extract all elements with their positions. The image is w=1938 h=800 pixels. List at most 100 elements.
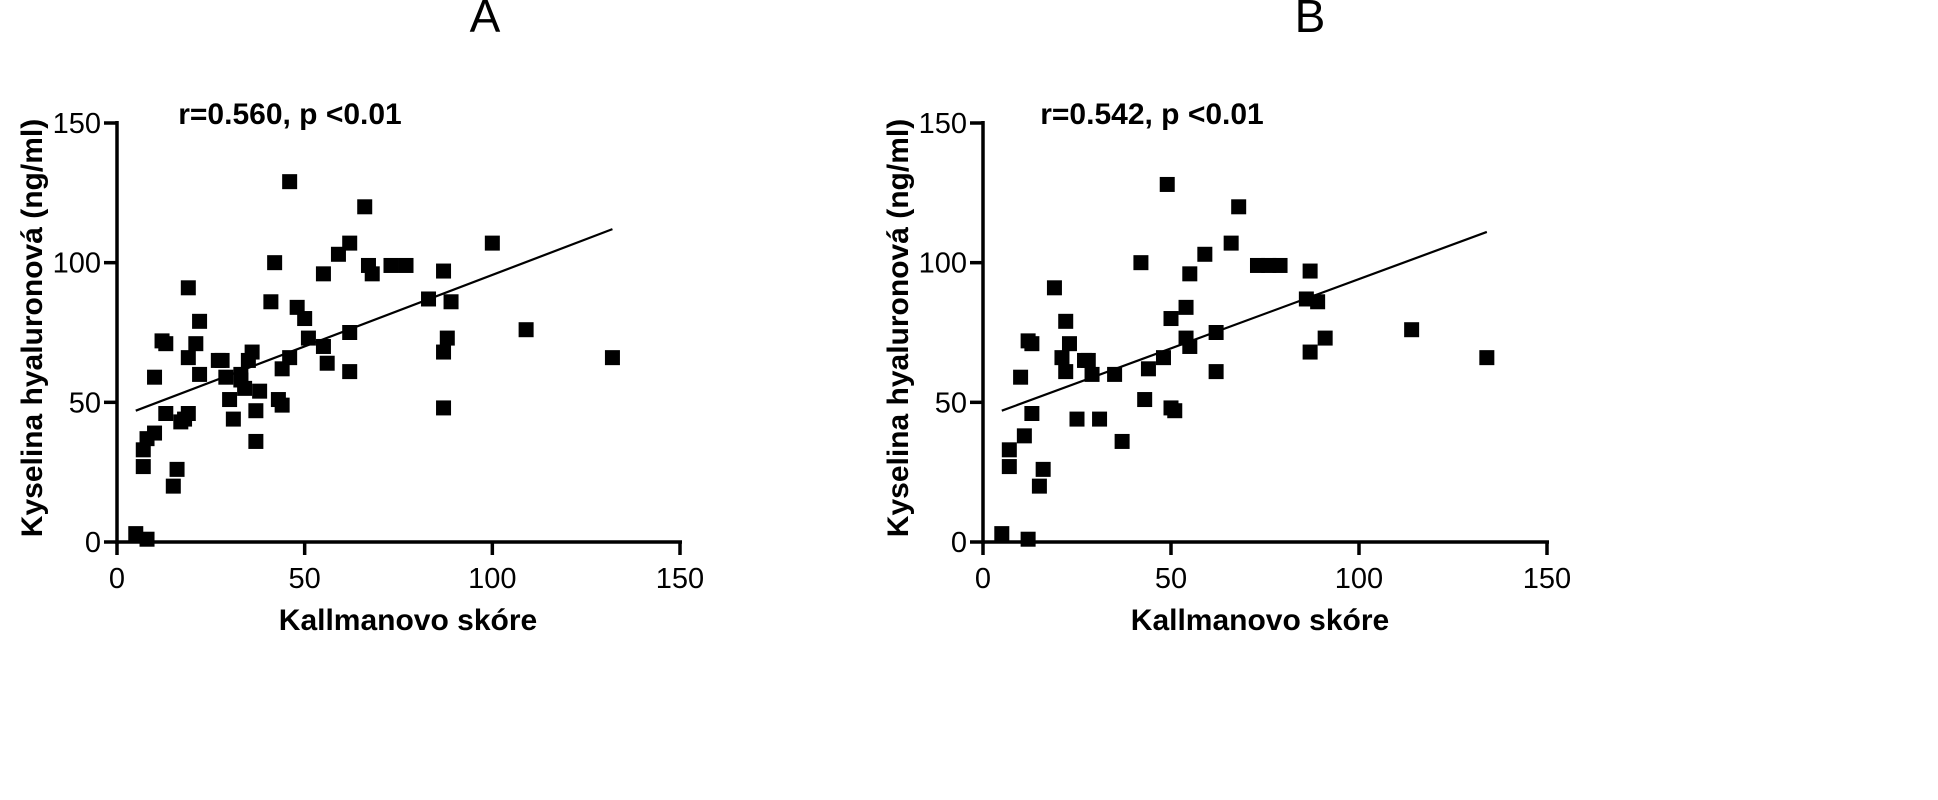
y-tick-label-a-100: 100 <box>53 248 101 280</box>
data-point-a-32 <box>252 383 268 399</box>
data-point-a-9 <box>158 406 174 422</box>
data-point-b-40 <box>1249 257 1265 273</box>
data-point-a-50 <box>357 199 373 215</box>
x-tick-label-b-100: 100 <box>1335 563 1383 595</box>
data-point-a-43 <box>315 338 331 354</box>
x-tick-label-b-150: 150 <box>1523 563 1571 595</box>
data-point-a-61 <box>484 235 500 251</box>
data-point-b-31 <box>1178 299 1194 315</box>
regression-line-a <box>135 228 613 412</box>
data-point-b-24 <box>1137 392 1153 408</box>
data-point-a-59 <box>439 330 455 346</box>
data-point-b-45 <box>1302 344 1318 360</box>
data-point-b-43 <box>1298 291 1314 307</box>
data-point-b-28 <box>1163 311 1179 327</box>
correlation-annotation-b: r=0.542, p <0.01 <box>1040 98 1264 131</box>
data-point-a-33 <box>263 294 279 310</box>
y-tick-label-b-50: 50 <box>935 387 967 419</box>
data-point-b-14 <box>1058 364 1074 380</box>
data-point-a-10 <box>165 478 181 494</box>
data-point-b-18 <box>1080 352 1096 368</box>
data-point-b-22 <box>1114 433 1130 449</box>
data-point-b-9 <box>1031 478 1047 494</box>
data-point-a-5 <box>147 425 163 441</box>
y-tick-label-a-0: 0 <box>85 527 101 559</box>
data-point-a-23 <box>222 392 238 408</box>
data-point-a-38 <box>282 350 298 366</box>
data-point-a-0 <box>128 526 144 542</box>
data-point-a-54 <box>398 257 414 273</box>
data-point-b-0 <box>994 526 1010 542</box>
data-point-b-23 <box>1133 255 1149 271</box>
data-point-a-8 <box>158 336 174 352</box>
data-point-a-37 <box>274 397 290 413</box>
data-point-a-41 <box>297 311 313 327</box>
data-point-a-39 <box>282 174 298 190</box>
data-point-b-33 <box>1182 338 1198 354</box>
data-point-a-17 <box>188 336 204 352</box>
data-point-b-25 <box>1140 361 1156 377</box>
data-point-a-47 <box>342 235 358 251</box>
data-point-b-8 <box>1024 406 1040 422</box>
regression-line-b <box>1001 230 1488 412</box>
data-point-b-4 <box>1016 428 1032 444</box>
data-point-b-35 <box>1197 246 1213 262</box>
data-point-a-16 <box>180 280 196 296</box>
data-point-a-11 <box>169 461 185 477</box>
data-point-a-30 <box>248 403 264 419</box>
y-tick-label-a-150: 150 <box>53 108 101 140</box>
data-point-b-13 <box>1058 313 1074 329</box>
data-point-b-30 <box>1167 403 1183 419</box>
y-tick-label-b-100: 100 <box>919 248 967 280</box>
data-point-b-39 <box>1231 199 1247 215</box>
data-point-a-22 <box>218 369 234 385</box>
data-point-a-46 <box>330 246 346 262</box>
data-point-b-36 <box>1208 325 1224 340</box>
data-point-b-20 <box>1092 411 1108 427</box>
data-point-a-60 <box>443 294 459 310</box>
data-point-b-38 <box>1223 235 1239 251</box>
data-point-a-14 <box>180 406 196 422</box>
data-point-a-19 <box>192 366 208 382</box>
data-point-b-26 <box>1155 350 1171 366</box>
data-point-b-37 <box>1208 364 1224 380</box>
y-tick-label-b-0: 0 <box>951 527 967 559</box>
data-point-a-6 <box>147 369 163 385</box>
data-point-b-47 <box>1317 330 1333 346</box>
data-point-b-6 <box>1024 336 1040 352</box>
data-point-b-11 <box>1046 280 1062 296</box>
data-point-b-3 <box>1013 369 1029 385</box>
data-point-a-62 <box>518 322 534 338</box>
data-point-a-29 <box>244 344 260 360</box>
panel-title-b: B <box>1295 0 1326 42</box>
data-point-b-42 <box>1272 257 1288 273</box>
data-point-b-10 <box>1035 461 1051 477</box>
data-point-a-24 <box>225 411 241 427</box>
y-tick-label-b-150: 150 <box>919 108 967 140</box>
data-point-b-21 <box>1107 366 1123 382</box>
data-point-a-55 <box>421 291 437 307</box>
scatter-panel-a: Ar=0.560, p <0.01 0 50 100 150 0 50 100 150 Kallm… <box>16 0 704 637</box>
data-point-a-42 <box>300 330 316 346</box>
data-point-a-58 <box>436 400 452 416</box>
data-point-b-34 <box>1182 266 1198 282</box>
data-point-a-34 <box>267 255 283 271</box>
data-point-a-2 <box>135 459 151 475</box>
data-point-b-15 <box>1061 336 1077 352</box>
data-point-a-45 <box>319 355 335 371</box>
data-point-b-2 <box>1001 442 1017 458</box>
data-point-a-48 <box>342 325 358 340</box>
data-point-b-1 <box>1001 459 1017 475</box>
y-axis-title-a: Kyselina hyaluronová (ng/ml) <box>16 119 49 537</box>
data-point-a-15 <box>180 350 196 366</box>
panel-title-a: A <box>470 0 501 42</box>
data-point-a-49 <box>342 364 358 380</box>
data-point-a-56 <box>436 263 452 279</box>
data-point-b-12 <box>1054 350 1070 366</box>
data-point-b-48 <box>1404 322 1420 338</box>
data-point-b-46 <box>1310 294 1326 310</box>
data-point-b-27 <box>1159 176 1175 192</box>
data-point-a-1 <box>139 531 155 547</box>
x-axis-title-b: Kallmanovo skóre <box>1131 604 1389 637</box>
